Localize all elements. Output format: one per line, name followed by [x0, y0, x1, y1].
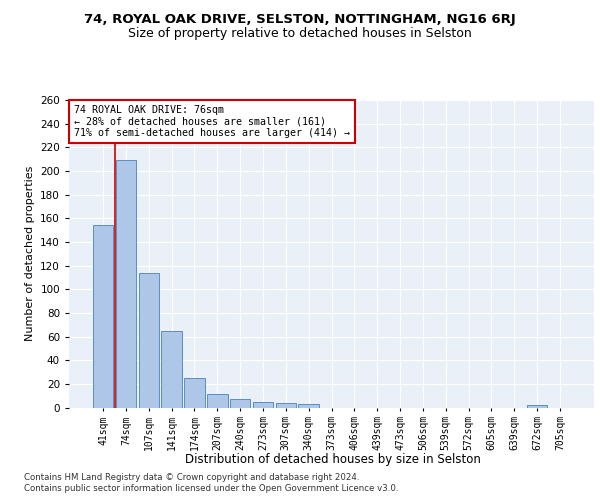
Bar [184, 378, 205, 408]
Text: Distribution of detached houses by size in Selston: Distribution of detached houses by size … [185, 452, 481, 466]
Bar [275, 403, 296, 407]
Y-axis label: Number of detached properties: Number of detached properties [25, 166, 35, 342]
Text: Contains HM Land Registry data © Crown copyright and database right 2024.: Contains HM Land Registry data © Crown c… [24, 472, 359, 482]
Bar [298, 404, 319, 407]
Bar [527, 405, 547, 407]
Text: 74 ROYAL OAK DRIVE: 76sqm
← 28% of detached houses are smaller (161)
71% of semi: 74 ROYAL OAK DRIVE: 76sqm ← 28% of detac… [74, 104, 350, 138]
Bar [253, 402, 273, 407]
Bar [116, 160, 136, 408]
Bar [230, 399, 250, 407]
Text: Size of property relative to detached houses in Selston: Size of property relative to detached ho… [128, 28, 472, 40]
Bar [161, 330, 182, 407]
Text: 74, ROYAL OAK DRIVE, SELSTON, NOTTINGHAM, NG16 6RJ: 74, ROYAL OAK DRIVE, SELSTON, NOTTINGHAM… [84, 12, 516, 26]
Bar [139, 272, 159, 407]
Bar [207, 394, 227, 407]
Bar [93, 226, 113, 408]
Text: Contains public sector information licensed under the Open Government Licence v3: Contains public sector information licen… [24, 484, 398, 493]
